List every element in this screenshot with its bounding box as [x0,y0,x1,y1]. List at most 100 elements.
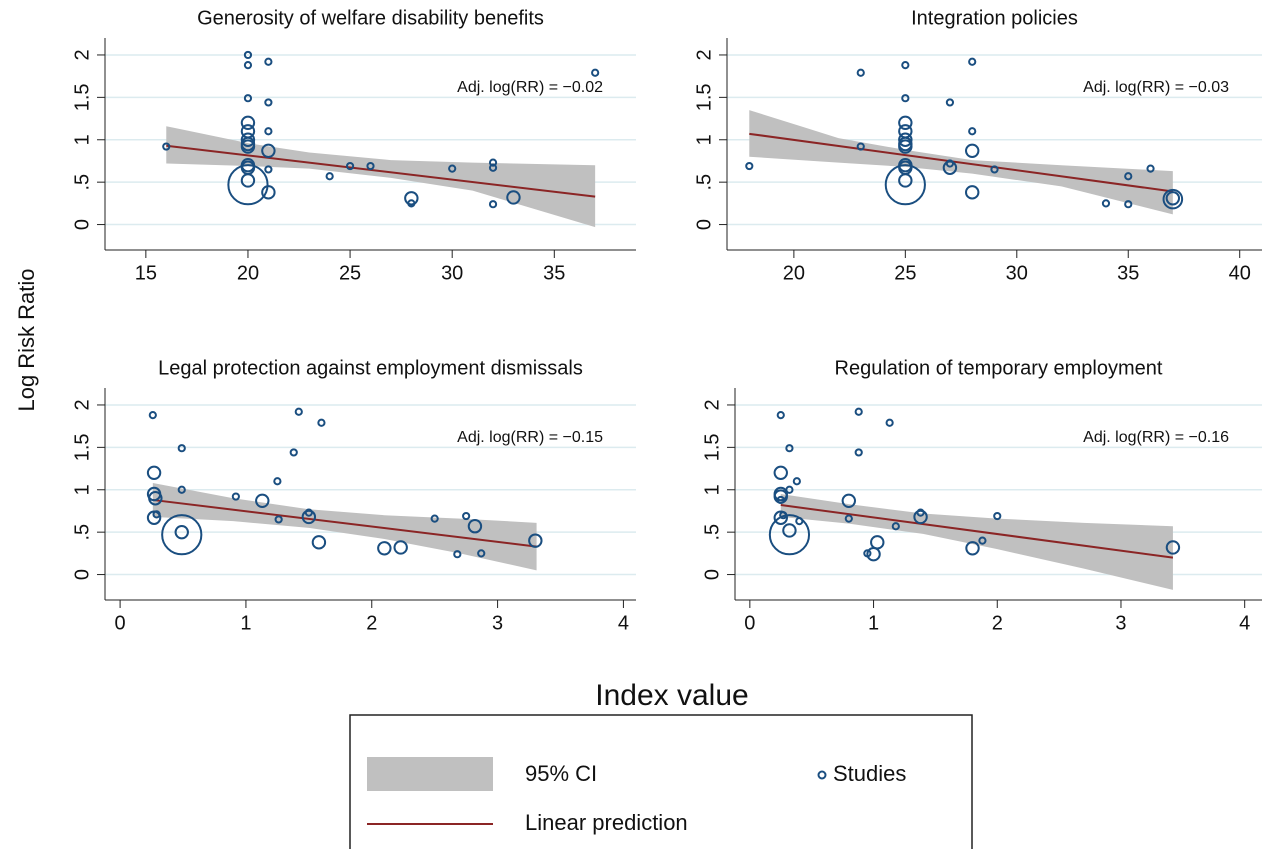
annotation: Adj. log(RR) = −0.03 [1083,79,1229,96]
annotation: Adj. log(RR) = −0.15 [457,429,603,446]
x-tick-label: 2 [366,612,377,634]
study-point [264,57,273,66]
study-point [913,509,928,525]
panel-title: Generosity of welfare disability benefit… [197,7,544,29]
study-point [240,132,256,147]
panel-title: Integration policies [911,7,1078,29]
y-tick-label: 1.5 [71,83,93,111]
study-point [785,485,794,494]
study-point [884,164,926,206]
study-point [745,161,754,171]
y-tick-label: 2 [71,399,93,410]
study-point [453,550,462,559]
study-point [488,163,498,172]
fit-line [749,132,1173,193]
x-tick-label: 35 [1117,262,1139,284]
study-point [898,115,913,131]
study-point [901,61,910,70]
study-point [990,165,999,174]
study-point [407,199,416,208]
study-point [776,495,785,505]
y-tick-label: .5 [71,174,93,191]
study-point [776,411,785,420]
study-point [854,407,863,416]
y-tick-label: 2 [701,399,723,410]
study-point [854,448,863,457]
study-point [488,200,498,209]
x-tick-label: 30 [441,262,463,284]
x-tick-label: 25 [339,262,361,284]
study-point [942,160,958,175]
panel: Regulation of temporary employment 0 .5 1 1.… [701,357,1262,634]
legend-label: Studies [833,761,906,786]
y-tick-label: 0 [71,219,93,230]
study-point [294,407,303,416]
study-point [317,418,326,427]
y-tick-label: 0 [71,569,93,580]
study-point [177,444,186,453]
study-point [782,523,797,538]
x-tick-label: 3 [492,612,503,634]
study-point [345,161,355,171]
study-point [591,68,600,77]
study-point [488,158,498,167]
study-point [968,127,977,136]
study-point [231,492,240,501]
study-point [448,164,457,173]
study-point [785,444,794,453]
y-axis-label: Log Risk Ratio [14,268,39,411]
study-point [261,185,276,200]
study-point [993,511,1002,521]
fit-line [780,504,1174,559]
study-point [885,418,894,427]
x-tick-label: 40 [1229,262,1251,284]
panel: Generosity of welfare disability benefit… [71,7,636,284]
study-point [174,524,189,540]
study-point [152,510,161,519]
study-point [898,173,913,188]
panel-title: Regulation of temporary employment [835,357,1163,379]
study-point [841,493,857,508]
study-point [404,191,419,206]
y-tick-label: 1 [71,134,93,145]
study-point [965,541,980,556]
fit-line [166,144,596,198]
y-tick-label: .5 [701,524,723,541]
study-point [240,115,256,131]
x-tick-label: 20 [783,262,805,284]
study-point [243,61,253,70]
study-point [795,517,804,526]
study-point [1162,188,1184,210]
study-point [467,519,483,534]
y-tick-label: 2 [693,49,715,60]
study-point [273,477,282,486]
study-point [901,94,910,103]
study-point [792,477,801,486]
study-point [773,510,788,525]
study-point [506,190,521,205]
study-point [162,142,171,151]
y-tick-label: 0 [693,219,715,230]
study-point [768,514,811,556]
study-point [1101,199,1111,208]
study-point [1124,172,1133,181]
x-tick-label: 1 [240,612,251,634]
ci-band [166,126,596,228]
legend-swatch-point [817,770,827,780]
study-point [898,139,913,154]
study-point [866,547,881,562]
study-point [148,411,157,420]
study-point [1124,200,1133,209]
study-point [898,132,913,147]
study-point [227,164,269,206]
study-point [240,139,256,154]
annotation: Adj. log(RR) = −0.02 [457,79,603,96]
x-tick-label: 0 [115,612,126,634]
y-tick-label: 0 [701,569,723,580]
study-point [968,57,977,66]
y-tick-label: 1.5 [701,433,723,461]
ci-band [780,494,1173,590]
fit-line [152,498,537,548]
study-point [146,465,162,480]
